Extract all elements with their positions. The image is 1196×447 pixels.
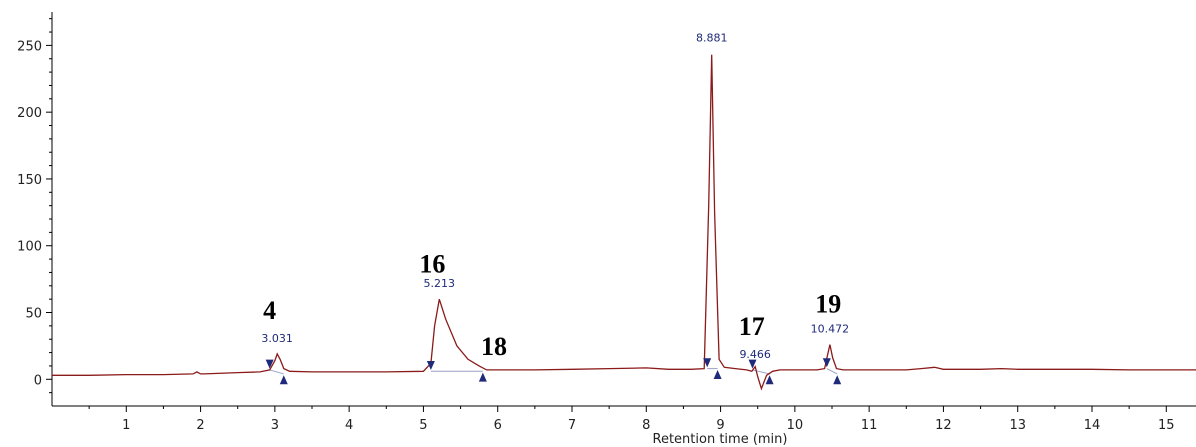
y-tick-label: 50: [25, 307, 42, 322]
peak-rt-label: 5.213: [424, 277, 456, 290]
peak-start-marker: [748, 359, 757, 369]
x-tick-label: 9: [716, 418, 724, 433]
x-tick-label: 10: [787, 418, 804, 433]
peak-number-label: 17: [739, 312, 765, 341]
x-tick-label: 14: [1084, 418, 1101, 433]
peak-rt-label: 8.881: [696, 31, 728, 44]
y-tick-label: 100: [17, 240, 42, 255]
x-tick-label: 5: [419, 418, 427, 433]
peak-markers: [265, 358, 842, 385]
peak-end-marker: [478, 372, 487, 382]
x-axis-title: Retention time (min): [653, 432, 788, 447]
peak-number-label: 4: [263, 296, 276, 325]
y-tick-label: 150: [17, 173, 42, 188]
x-tick-label: 8: [642, 418, 650, 433]
peak-start-marker: [822, 358, 831, 368]
peak-end-marker: [765, 375, 774, 385]
peak-baseline: [752, 369, 770, 375]
peak-start-marker: [703, 358, 712, 368]
peak-number-label: 18: [481, 332, 507, 361]
x-tick-label: 4: [345, 418, 353, 433]
peak-number-label: 19: [815, 290, 841, 319]
x-tick-label: 11: [861, 418, 878, 433]
x-tick-label: 3: [271, 418, 279, 433]
x-tick-label: 7: [568, 418, 576, 433]
peak-end-marker: [713, 369, 722, 379]
peak-baseline: [269, 369, 284, 375]
y-tick-label: 250: [17, 39, 42, 54]
x-tick-label: 6: [494, 418, 502, 433]
integration-baselines: [269, 368, 838, 375]
chromatogram-trace: [52, 54, 1196, 391]
peak-rt-label: 10.472: [811, 323, 850, 336]
peak-number-label: 16: [419, 249, 445, 278]
x-tick-label: 13: [1009, 418, 1026, 433]
x-tick-label: 2: [196, 418, 204, 433]
peak-rt-label: 3.031: [261, 332, 293, 345]
y-tick-label: 0: [34, 373, 42, 388]
x-tick-label: 12: [935, 418, 952, 433]
peak-baseline: [826, 368, 838, 375]
x-tick-label: 1: [122, 418, 130, 433]
peak-end-marker: [279, 375, 288, 385]
x-tick-label: 15: [1158, 418, 1175, 433]
peak-end-marker: [833, 375, 842, 385]
peak-start-marker: [426, 360, 435, 370]
y-tick-label: 200: [17, 106, 42, 121]
peak-rt-label: 9.466: [739, 348, 771, 361]
peak-start-marker: [265, 359, 274, 369]
